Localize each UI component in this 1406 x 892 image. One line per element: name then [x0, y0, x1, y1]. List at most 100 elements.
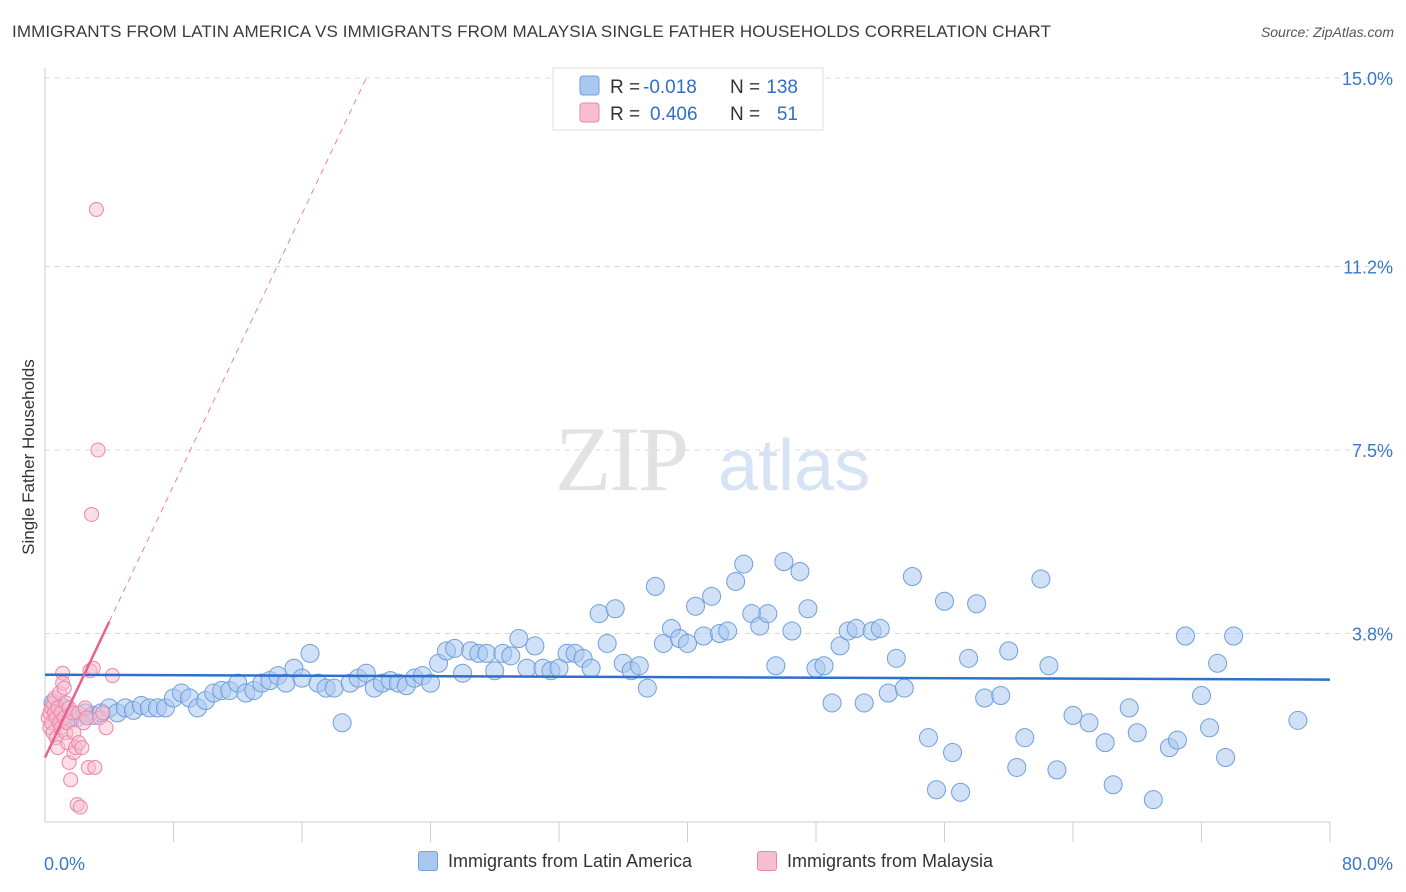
data-point-latin-america [477, 643, 497, 663]
data-point-latin-america [766, 656, 786, 676]
legend-item-malaysia: Immigrants from Malaysia [757, 851, 993, 872]
source-credit: Source: ZipAtlas.com [1260, 24, 1394, 40]
data-point-latin-america [878, 683, 898, 703]
data-point-latin-america [300, 643, 320, 663]
chart-title: IMMIGRANTS FROM LATIN AMERICA VS IMMIGRA… [12, 22, 1051, 41]
trend-line-latin-america [44, 673, 1331, 681]
data-point-latin-america [1103, 775, 1123, 795]
data-point-latin-america [332, 713, 352, 733]
y-axis-label: Single Father Households [19, 359, 38, 555]
data-point-latin-america [935, 591, 954, 611]
data-point-latin-america [894, 678, 914, 698]
data-point-latin-america [597, 633, 617, 653]
data-point-latin-america [1224, 626, 1244, 646]
data-point-latin-america [854, 693, 874, 713]
data-point-latin-america [1288, 710, 1308, 730]
watermark-zip: ZIP [555, 408, 687, 510]
x-tick-label: 0.0% [44, 854, 85, 874]
legend-r-label: R = [610, 104, 640, 125]
data-point-latin-america [509, 628, 529, 648]
data-point-latin-america [1031, 569, 1051, 589]
legend-label: Immigrants from Malaysia [787, 851, 994, 871]
x-tick-label: 80.0% [1342, 854, 1393, 874]
data-point-latin-america [324, 678, 344, 698]
watermark-atlas: atlas [718, 426, 870, 506]
data-point-malaysia [79, 710, 95, 726]
legend-swatch-blue [418, 851, 438, 871]
points-malaysia [40, 201, 120, 815]
y-tick-label: 11.2% [1343, 257, 1393, 277]
y-tick-label: 15.0% [1342, 69, 1393, 89]
data-point-latin-america [629, 656, 649, 676]
legend-r-value: 0.406 [650, 104, 698, 125]
legend-n-value: 138 [766, 77, 798, 98]
data-point-malaysia [98, 720, 114, 736]
tick-labels: 3.8% 7.5% 11.2% 15.0% 0.0% 80.0% [44, 69, 1393, 874]
data-point-latin-america [589, 604, 609, 624]
data-point-latin-america [774, 552, 794, 572]
legend-n-value: 51 [777, 104, 798, 125]
data-point-latin-america [605, 599, 625, 619]
data-point-latin-america [758, 604, 778, 624]
data-point-malaysia [90, 442, 106, 458]
y-tick-label: 7.5% [1352, 441, 1393, 461]
data-point-latin-america [1216, 748, 1236, 768]
data-point-latin-america [678, 633, 697, 653]
data-point-latin-america [830, 636, 850, 656]
data-point-latin-america [421, 673, 440, 693]
data-point-latin-america [798, 599, 818, 619]
data-point-latin-america [694, 626, 714, 646]
data-point-latin-america [918, 728, 938, 748]
data-point-latin-america [637, 678, 657, 698]
data-point-latin-america [726, 571, 746, 591]
data-point-latin-america [1175, 626, 1195, 646]
data-point-latin-america [445, 638, 465, 658]
data-point-latin-america [1200, 718, 1220, 738]
data-point-latin-america [926, 780, 946, 800]
data-point-malaysia [56, 680, 72, 696]
legend-r-value: -0.018 [643, 77, 697, 98]
data-point-latin-america [501, 646, 521, 666]
data-point-latin-america [718, 621, 738, 641]
data-point-latin-america [790, 562, 810, 582]
data-point-latin-america [822, 693, 842, 713]
data-point-malaysia [63, 772, 79, 788]
data-point-latin-america [1047, 760, 1067, 780]
legend-swatch-pink [579, 102, 600, 123]
data-point-latin-america [967, 594, 987, 614]
data-point-latin-america [975, 688, 995, 708]
data-point-latin-america [1167, 730, 1187, 750]
points-latin-america [43, 552, 1308, 810]
trend-line-malaysia-extension [108, 77, 367, 622]
legend-n-label: N = [730, 77, 760, 98]
data-point-latin-america [902, 566, 922, 586]
trend-lines [43, 77, 1331, 759]
legend-swatch-blue [579, 75, 600, 96]
data-point-latin-america [292, 668, 312, 688]
data-point-latin-america [734, 554, 754, 574]
data-point-malaysia [74, 740, 90, 756]
data-point-latin-america [959, 648, 979, 668]
data-point-latin-america [943, 743, 963, 763]
data-point-latin-america [517, 658, 537, 678]
data-point-latin-america [686, 596, 706, 616]
data-point-malaysia [72, 799, 88, 815]
legend-item-latin-america: Immigrants from Latin America [418, 851, 692, 872]
data-point-latin-america [1079, 713, 1099, 733]
data-point-latin-america [1015, 728, 1035, 748]
trend-line-malaysia [43, 621, 111, 759]
data-point-latin-america [999, 641, 1019, 661]
data-point-latin-america [1095, 733, 1115, 753]
data-point-latin-america [870, 619, 890, 639]
data-point-latin-america [1208, 653, 1228, 673]
data-point-latin-america [886, 648, 906, 668]
data-point-latin-america [1007, 757, 1027, 777]
data-point-latin-america [1039, 656, 1059, 676]
data-point-latin-america [581, 658, 601, 678]
legend-n-label: N = [730, 104, 760, 125]
legend-r-label: R = [610, 77, 640, 98]
data-point-latin-america [453, 663, 473, 683]
data-point-malaysia [87, 759, 103, 775]
data-point-malaysia [88, 201, 104, 217]
